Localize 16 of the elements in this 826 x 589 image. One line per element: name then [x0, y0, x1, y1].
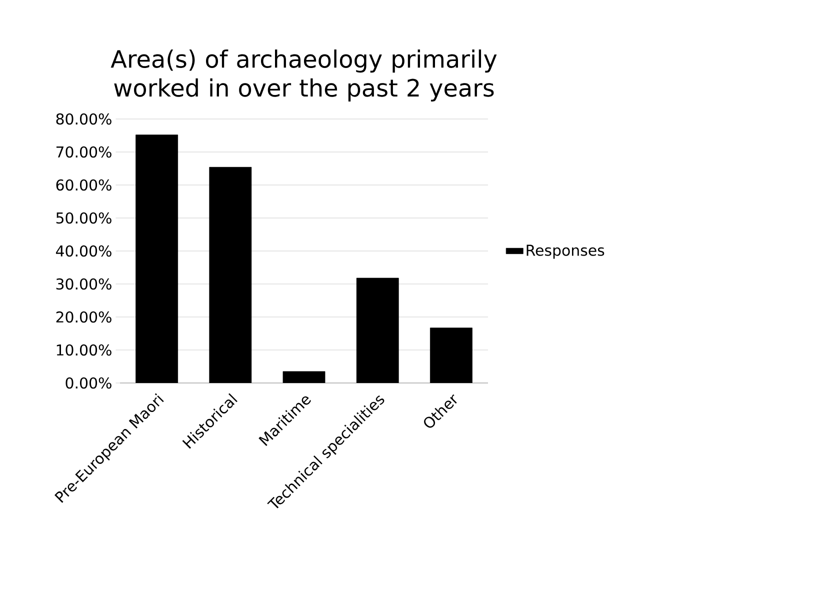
bar: [356, 278, 399, 383]
bar: [282, 371, 326, 383]
y-tick-label: 40.00%: [56, 245, 112, 257]
y-tick-label: 0.00%: [66, 377, 112, 389]
y-tick-label: 50.00%: [56, 212, 112, 224]
y-tick-label: 70.00%: [56, 146, 112, 158]
y-tick-label: 10.00%: [56, 344, 112, 356]
y-tick-label: 20.00%: [56, 311, 112, 323]
y-tick-label: 80.00%: [56, 113, 112, 125]
legend-label: Responses: [526, 244, 604, 259]
bar: [209, 166, 252, 383]
bar: [136, 134, 178, 383]
bar: [430, 328, 472, 383]
chart-title: Area(s) of archaeology primarily worked in over the past 2 years: [110, 49, 497, 102]
y-tick-label: 30.00%: [56, 278, 112, 290]
y-tick-label: 60.00%: [56, 179, 112, 191]
